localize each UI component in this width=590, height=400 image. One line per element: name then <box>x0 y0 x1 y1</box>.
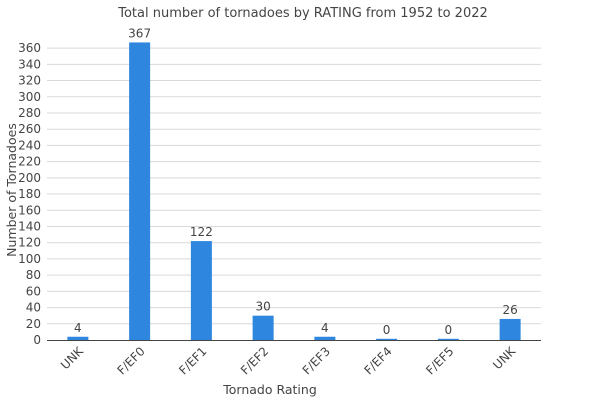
data-label: 0 <box>383 323 391 337</box>
y-tick-label: 280 <box>18 106 41 120</box>
y-tick-label: 260 <box>18 122 41 136</box>
y-tick-label: 300 <box>18 90 41 104</box>
bar <box>314 336 336 340</box>
y-tick-label: 240 <box>18 138 41 152</box>
y-axis-ticks: 0 20 40 60 80 100 120 140 160 180 200 220 240 260 280 3… <box>18 41 41 347</box>
y-tick-label: 120 <box>18 236 41 250</box>
x-axis-title: Tornado Rating <box>222 382 317 397</box>
x-tick-label: F/EF1 <box>176 344 209 377</box>
bar <box>129 42 151 340</box>
x-axis-ticks: UNK F/EF0 F/EF1 F/EF2 F/EF3 F/EF4 F/EF5 UNK <box>58 343 519 377</box>
x-tick-label: F/EF2 <box>238 344 271 377</box>
x-tick-label: F/EF3 <box>300 344 333 377</box>
y-tick-label: 160 <box>18 203 41 217</box>
y-axis-title: Number of Tornadoes <box>4 123 19 257</box>
bar <box>67 336 89 340</box>
x-tick-label: F/EF4 <box>361 344 394 377</box>
data-label: 0 <box>445 323 453 337</box>
x-tick-label: F/EF5 <box>423 344 456 377</box>
y-tick-label: 100 <box>18 252 41 266</box>
bars <box>67 42 521 340</box>
y-tick-label: 340 <box>18 57 41 71</box>
data-labels: 4 367 122 30 4 0 0 26 <box>74 26 518 336</box>
gridlines <box>47 47 541 325</box>
bar <box>376 338 398 340</box>
bar <box>252 315 274 340</box>
y-tick-label: 320 <box>18 74 41 88</box>
y-tick-label: 40 <box>26 301 41 315</box>
y-tick-label: 60 <box>26 284 41 298</box>
x-tick-label: UNK <box>58 343 87 372</box>
y-tick-label: 20 <box>26 317 41 331</box>
bar <box>437 338 459 340</box>
x-tick-label: UNK <box>490 343 519 372</box>
y-tick-label: 220 <box>18 155 41 169</box>
data-label: 4 <box>321 321 329 335</box>
data-label: 30 <box>255 300 270 314</box>
y-tick-label: 140 <box>18 219 41 233</box>
bar <box>499 318 521 340</box>
data-label: 367 <box>128 26 151 40</box>
y-tick-label: 200 <box>18 171 41 185</box>
y-tick-label: 180 <box>18 187 41 201</box>
y-tick-label: 80 <box>26 268 41 282</box>
y-tick-label: 360 <box>18 41 41 55</box>
chart-title: Total number of tornadoes by RATING from… <box>117 6 488 21</box>
data-label: 122 <box>190 225 213 239</box>
data-label: 4 <box>74 321 82 335</box>
bar <box>190 241 212 340</box>
x-tick-label: F/EF0 <box>114 344 147 377</box>
data-label: 26 <box>502 303 517 317</box>
y-tick-label: 0 <box>33 333 41 347</box>
